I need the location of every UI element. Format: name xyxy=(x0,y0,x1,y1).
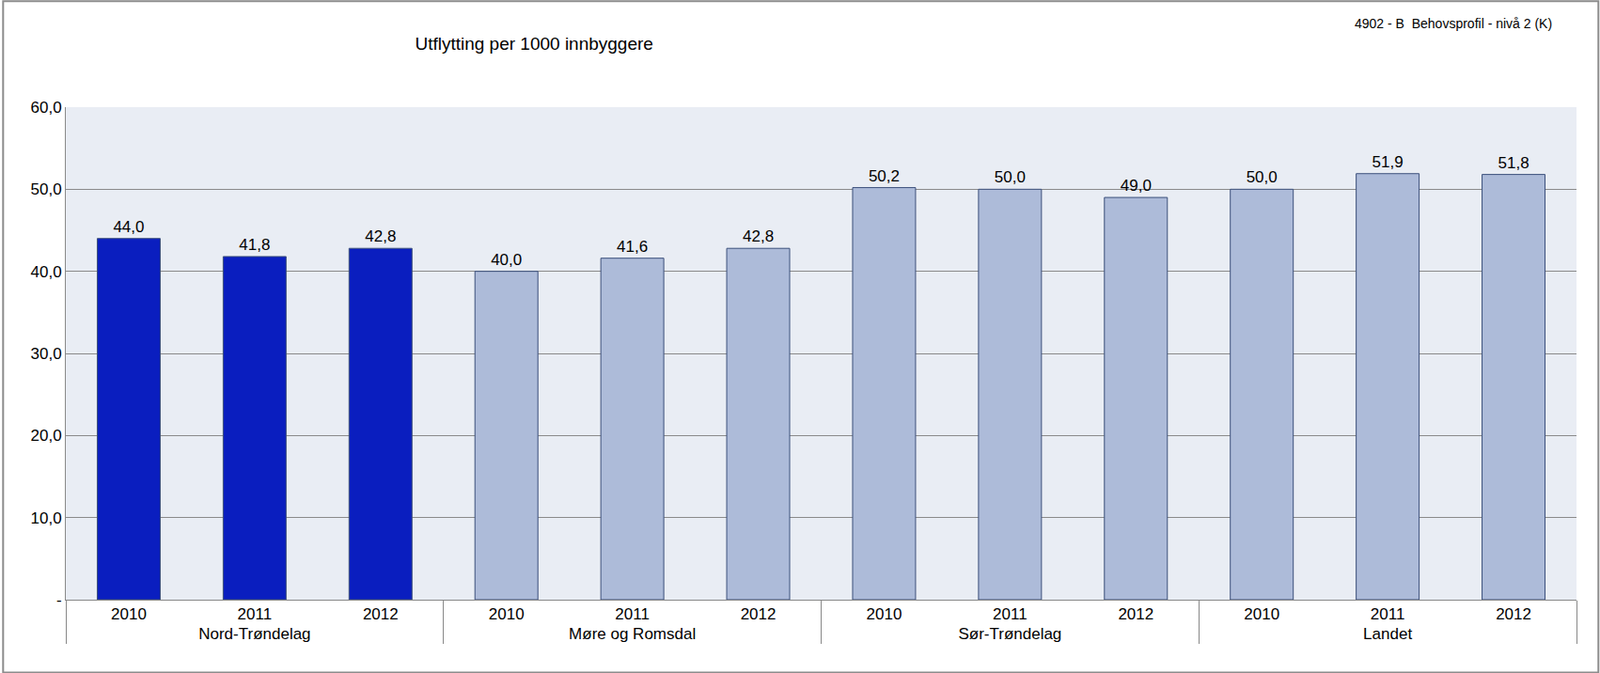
svg-text:50,0: 50,0 xyxy=(994,168,1026,187)
svg-text:2012: 2012 xyxy=(362,605,399,624)
svg-text:41,8: 41,8 xyxy=(238,235,270,254)
svg-text:2010: 2010 xyxy=(1243,605,1280,624)
svg-text:30,0: 30,0 xyxy=(31,345,63,363)
svg-text:51,9: 51,9 xyxy=(1372,153,1404,172)
svg-text:2012: 2012 xyxy=(740,605,777,624)
svg-text:51,8: 51,8 xyxy=(1497,154,1529,173)
svg-text:Utflytting per 1000 innbyggere: Utflytting per 1000 innbyggere xyxy=(414,33,654,54)
svg-text:40,0: 40,0 xyxy=(490,250,522,269)
svg-text:2011: 2011 xyxy=(1370,605,1406,624)
svg-text:2010: 2010 xyxy=(866,605,903,624)
svg-text:40,0: 40,0 xyxy=(31,263,63,282)
svg-text:Landet: Landet xyxy=(1363,625,1412,644)
svg-text:10,0: 10,0 xyxy=(31,509,63,528)
svg-text:-: - xyxy=(56,591,63,610)
svg-text:2011: 2011 xyxy=(614,605,650,624)
svg-text:2011: 2011 xyxy=(992,605,1028,624)
svg-text:4902 - B Behovsprofil - nivå: 4902 - B Behovsprofil - nivå 2 (K) xyxy=(1354,15,1553,32)
svg-text:60,0: 60,0 xyxy=(31,98,63,117)
svg-text:Møre og Romsdal: Møre og Romsdal xyxy=(568,625,696,644)
svg-text:2010: 2010 xyxy=(488,605,525,624)
svg-text:49,0: 49,0 xyxy=(1120,176,1152,195)
svg-text:50,0: 50,0 xyxy=(1246,168,1278,187)
svg-text:20,0: 20,0 xyxy=(31,426,63,445)
svg-text:50,0: 50,0 xyxy=(31,180,63,199)
svg-text:42,8: 42,8 xyxy=(364,227,396,246)
svg-text:Sør-Trøndelag: Sør-Trøndelag xyxy=(957,625,1062,644)
svg-text:44,0: 44,0 xyxy=(112,218,144,236)
svg-text:2011: 2011 xyxy=(237,605,273,624)
svg-text:2010: 2010 xyxy=(110,605,147,624)
svg-text:41,6: 41,6 xyxy=(616,237,648,256)
svg-text:2012: 2012 xyxy=(1495,605,1532,624)
svg-text:2012: 2012 xyxy=(1117,605,1154,624)
svg-text:Nord-Trøndelag: Nord-Trøndelag xyxy=(198,625,311,644)
svg-text:42,8: 42,8 xyxy=(742,227,774,246)
svg-text:50,2: 50,2 xyxy=(868,167,900,186)
